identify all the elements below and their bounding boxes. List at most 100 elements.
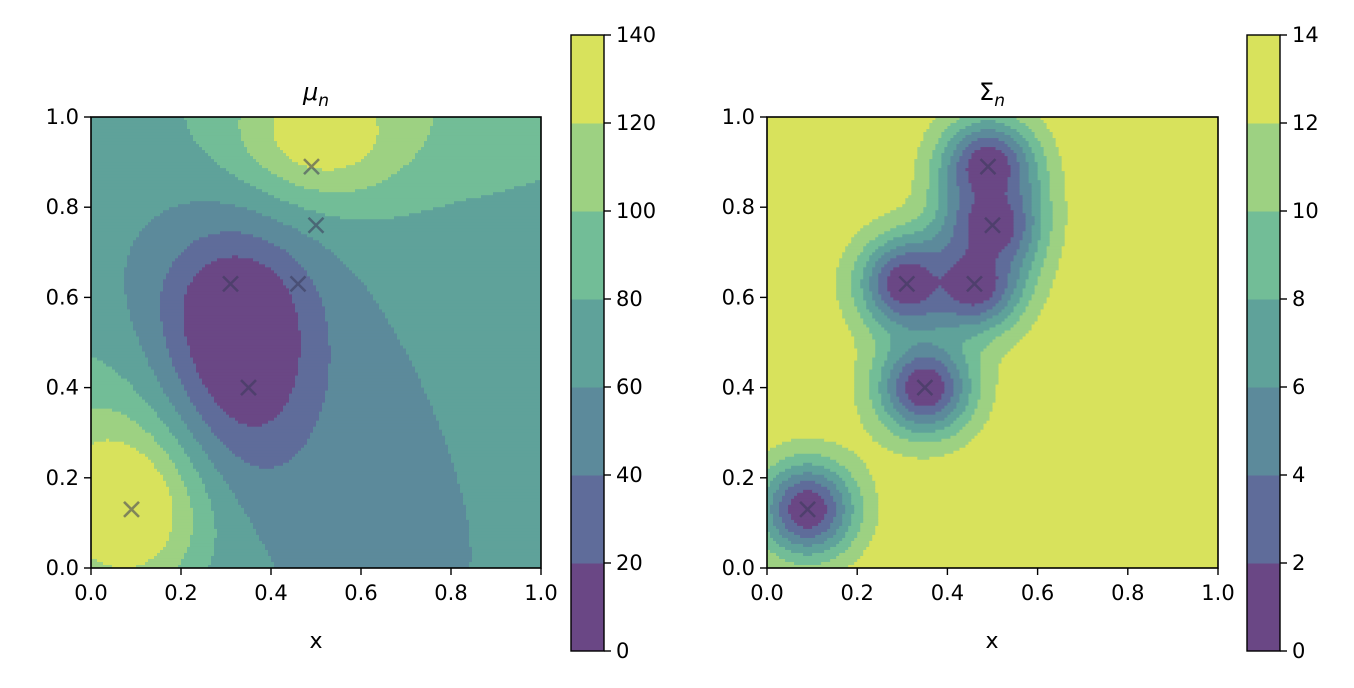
contour-cell <box>154 438 179 443</box>
contour-cell <box>322 243 541 247</box>
contour-cell <box>956 132 973 136</box>
contour-cell <box>91 282 125 286</box>
contour-cell <box>869 375 882 380</box>
contour-cell <box>878 285 888 289</box>
contour-cell <box>286 153 368 157</box>
contour-cell <box>896 420 915 425</box>
contour-cell <box>905 222 930 226</box>
contour-cell <box>857 258 870 262</box>
contour-cell <box>854 537 873 542</box>
contour-cell <box>767 498 774 503</box>
contour-cell <box>1052 222 1069 226</box>
contour-cell <box>190 429 212 434</box>
contour-cell <box>181 414 203 419</box>
contour-cell <box>202 267 272 271</box>
contour-cell <box>91 537 170 542</box>
contour-cell <box>301 447 449 452</box>
contour-cell <box>770 480 783 485</box>
contour-cell <box>409 354 541 359</box>
contour-cell <box>1007 195 1024 199</box>
contour-cell <box>136 330 164 335</box>
contour-cell <box>340 258 541 262</box>
contour-cell <box>205 489 233 494</box>
x-tick-label: 0.2 <box>840 581 873 605</box>
contour-cell <box>1067 201 1218 205</box>
contour-cell <box>785 489 804 494</box>
contour-cell <box>953 420 970 425</box>
contour-cell <box>361 159 413 163</box>
contour-cell <box>1019 171 1030 175</box>
contour-cell <box>977 138 1000 142</box>
contour-cell <box>902 369 915 374</box>
contour-cell <box>869 282 879 286</box>
contour-cell <box>767 381 855 386</box>
contour-cell <box>992 315 1009 320</box>
contour-cell <box>448 450 541 455</box>
contour-cell <box>328 363 413 368</box>
contour-cell <box>986 318 1006 323</box>
contour-cell <box>866 546 1218 551</box>
contour-cell <box>313 282 365 286</box>
contour-cell <box>1022 201 1033 205</box>
contour-cell <box>974 408 994 413</box>
contour-cell <box>1037 165 1048 169</box>
contour-cell <box>893 432 958 437</box>
x-tick-label: 0.8 <box>1111 581 1144 605</box>
contour-cell <box>91 414 128 419</box>
contour-cell <box>1013 288 1024 292</box>
contour-cell <box>881 399 891 404</box>
contour-cell <box>938 180 948 184</box>
contour-cell <box>881 366 894 371</box>
contour-cell <box>1031 240 1039 244</box>
contour-cell <box>199 441 224 446</box>
contour-cell <box>1025 216 1036 220</box>
contour-cell <box>893 417 906 422</box>
contour-cell <box>767 288 837 292</box>
contour-cell <box>169 267 203 271</box>
contour-cell <box>938 276 942 280</box>
contour-cell <box>1022 195 1033 199</box>
contour-cell <box>217 402 287 407</box>
contour-cell <box>890 396 900 401</box>
marker-stroke <box>984 216 1001 234</box>
contour-cell <box>91 150 206 154</box>
contour-cell <box>91 474 164 479</box>
contour-cell <box>794 483 822 488</box>
contour-cell <box>947 126 967 130</box>
contour-cell <box>785 558 831 563</box>
contour-cell <box>1004 291 1015 295</box>
contour-cell <box>91 228 143 232</box>
contour-cell <box>824 438 873 443</box>
contour-cell <box>1025 225 1033 229</box>
contour-cell <box>124 270 170 274</box>
contour-cell <box>217 162 260 166</box>
observation-marker <box>984 216 1001 234</box>
contour-cell <box>433 123 541 127</box>
contour-cell <box>896 207 924 211</box>
contour-cell <box>779 501 792 506</box>
contour-cell <box>959 204 973 208</box>
right-xlabel: x <box>985 629 998 654</box>
contour-cell <box>1040 195 1051 199</box>
colorbar-band <box>571 211 604 300</box>
contour-cell <box>181 558 212 563</box>
contour-cell <box>1016 342 1218 347</box>
contour-cell <box>962 342 991 347</box>
contour-cell <box>136 564 179 568</box>
contour-cell <box>767 348 858 353</box>
contour-cell <box>995 129 1018 133</box>
contour-cell <box>911 360 942 365</box>
contour-cell <box>968 171 1012 175</box>
contour-cell <box>1022 231 1033 235</box>
contour-cell <box>866 462 1218 467</box>
contour-cell <box>1028 303 1045 308</box>
contour-cell <box>289 399 326 404</box>
contour-cell <box>163 390 188 395</box>
contour-cell <box>418 375 541 380</box>
contour-cell <box>190 348 302 353</box>
contour-cell <box>205 483 230 488</box>
contour-cell <box>460 483 541 488</box>
contour-cell <box>995 147 1012 151</box>
contour-cell <box>214 465 260 470</box>
contour-cell <box>151 432 173 437</box>
